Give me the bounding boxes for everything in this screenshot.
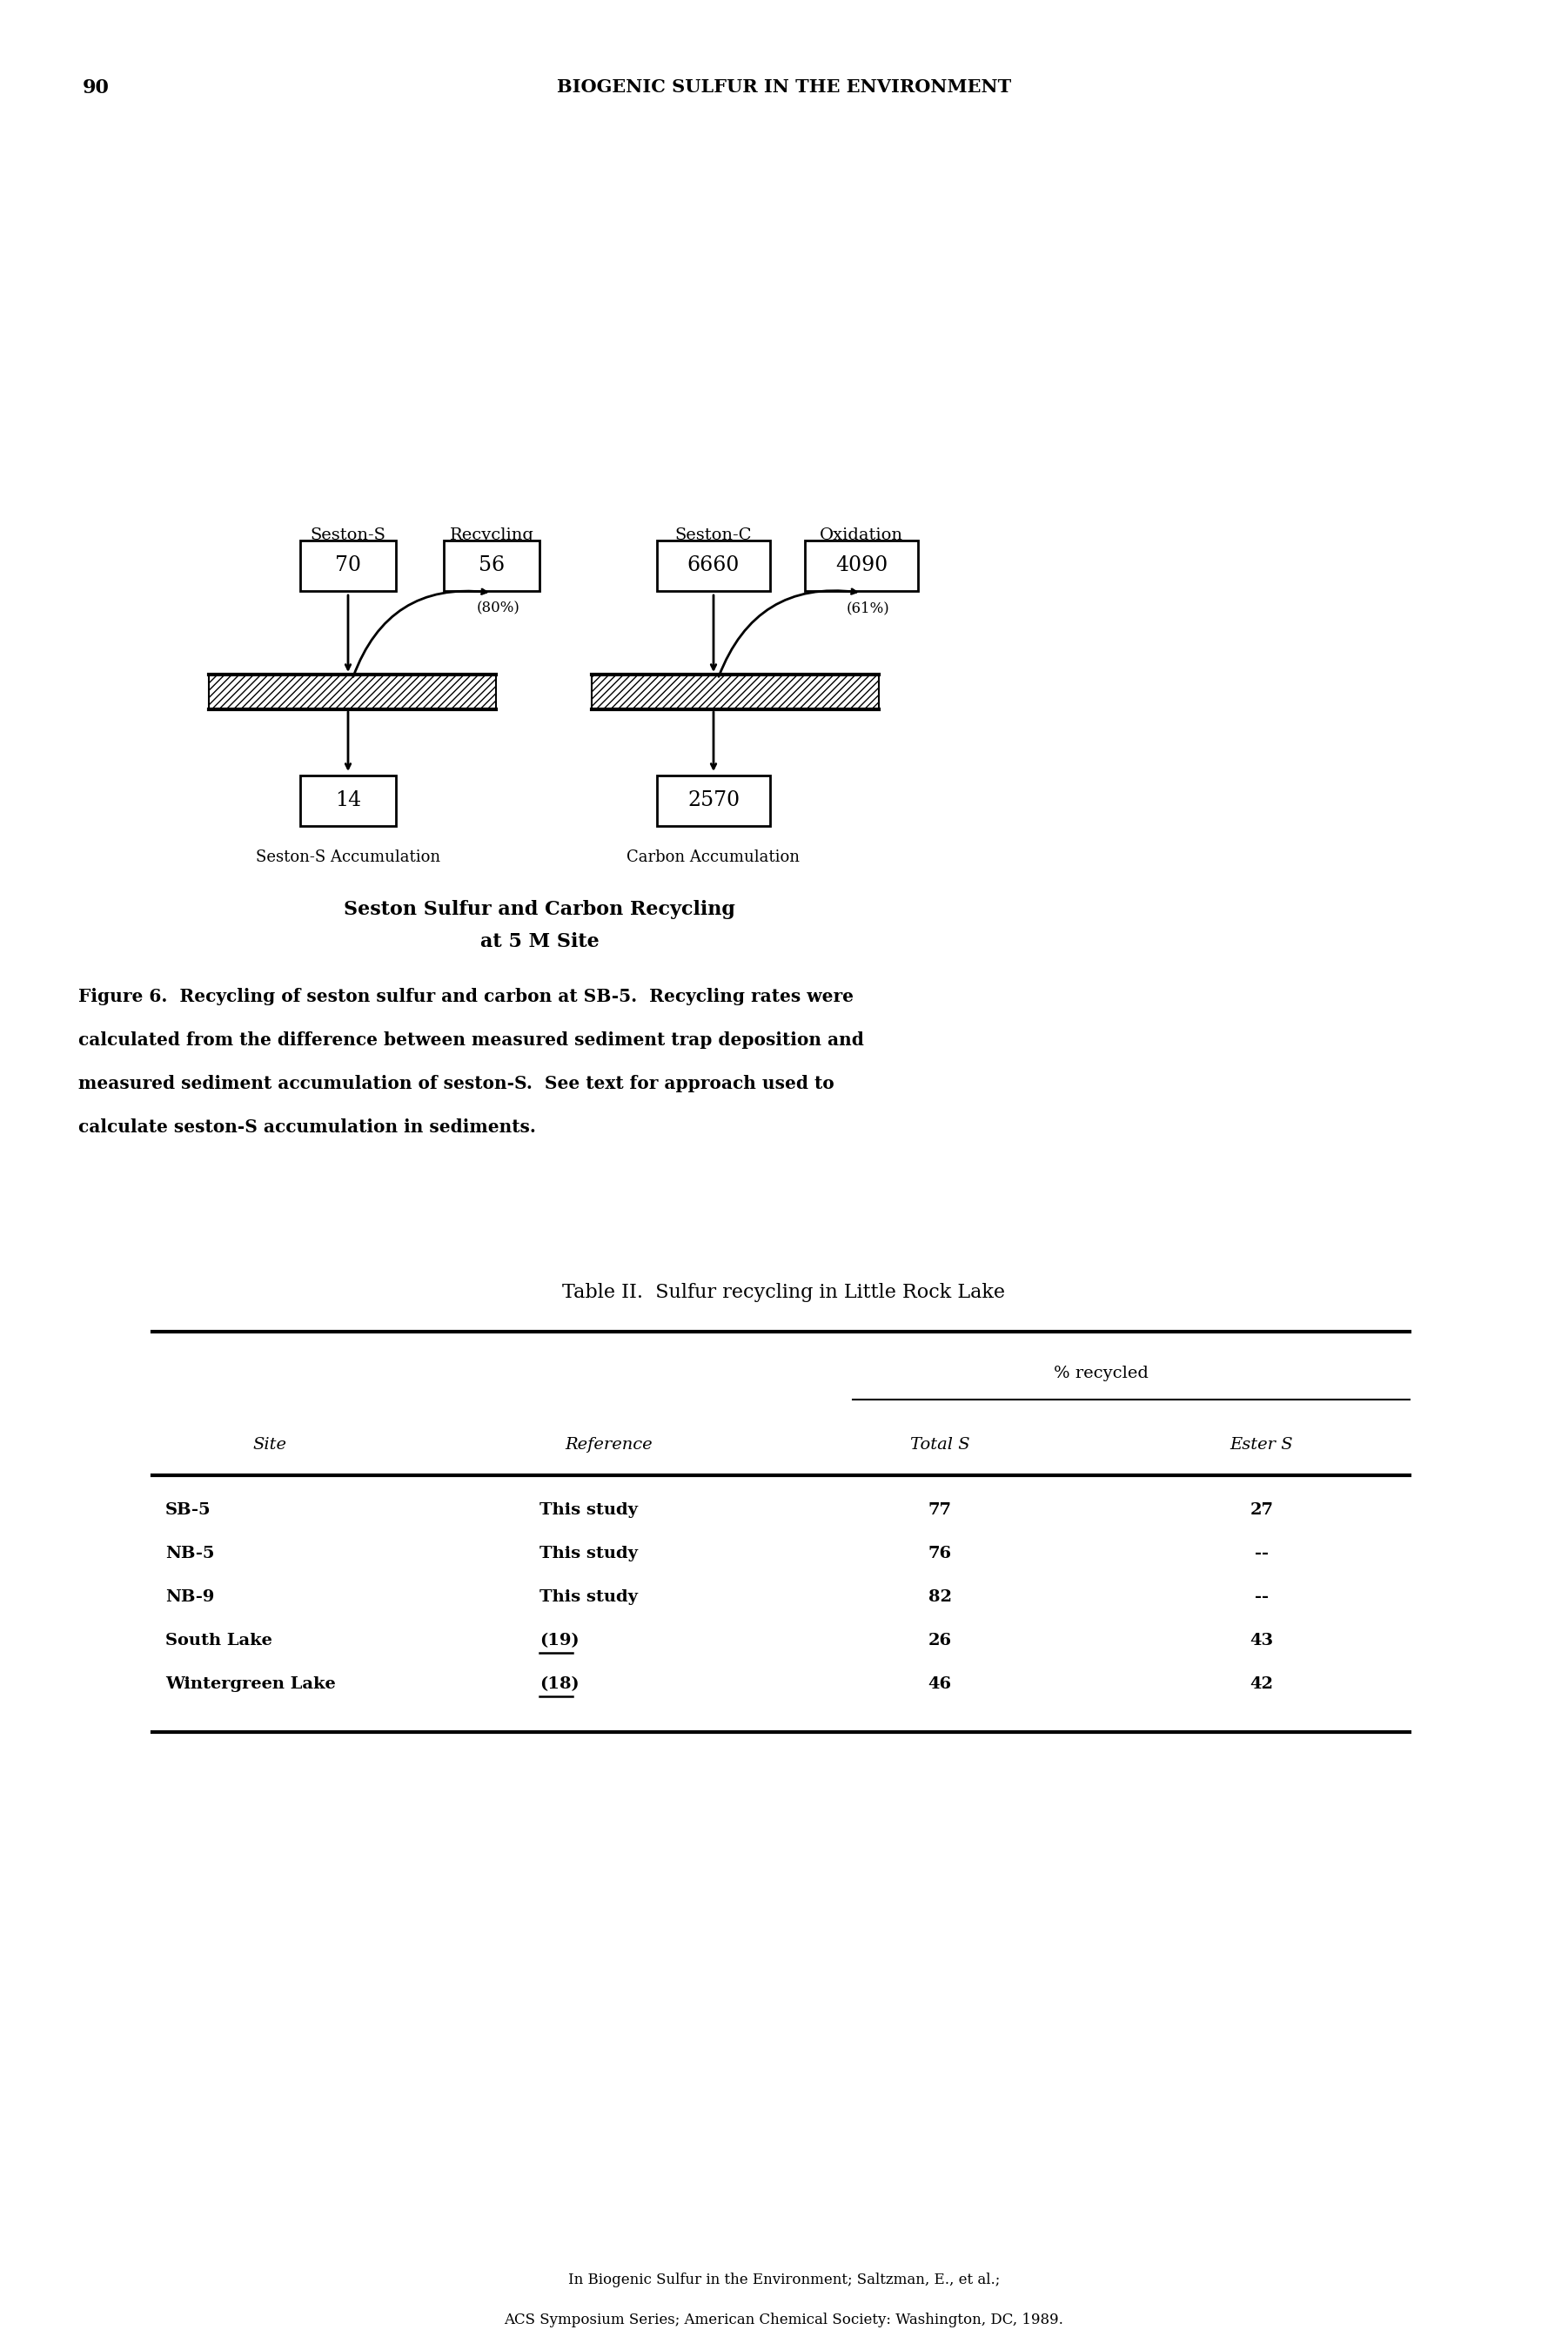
FancyBboxPatch shape [444,540,539,590]
Text: Reference: Reference [566,1436,652,1452]
Text: SB-5: SB-5 [165,1502,212,1518]
Text: 6660: 6660 [687,555,740,576]
Text: (19): (19) [539,1633,579,1647]
Text: ACS Symposium Series; American Chemical Society: Washington, DC, 1989.: ACS Symposium Series; American Chemical … [505,2312,1063,2326]
Text: Seston Sulfur and Carbon Recycling: Seston Sulfur and Carbon Recycling [343,900,735,919]
Text: 90: 90 [83,78,110,96]
Text: Seston-C: Seston-C [674,526,753,543]
Text: Recycling: Recycling [450,526,533,543]
Text: 82: 82 [928,1589,952,1605]
Text: Carbon Accumulation: Carbon Accumulation [627,848,800,865]
Text: 43: 43 [1250,1633,1273,1647]
Text: Wintergreen Lake: Wintergreen Lake [165,1676,336,1692]
Text: Total S: Total S [909,1436,969,1452]
Text: 14: 14 [336,790,361,811]
Text: Figure 6.  Recycling of seston sulfur and carbon at SB-5.  Recycling rates were: Figure 6. Recycling of seston sulfur and… [78,987,853,1006]
Text: This study: This study [539,1546,638,1560]
FancyBboxPatch shape [299,540,395,590]
Text: Site: Site [252,1436,287,1452]
Bar [591,674,878,710]
Text: 77: 77 [928,1502,952,1518]
Text: 46: 46 [928,1676,952,1692]
FancyBboxPatch shape [657,540,770,590]
Text: 76: 76 [928,1546,952,1560]
FancyBboxPatch shape [657,776,770,825]
Bar [209,674,495,710]
Text: Oxidation: Oxidation [820,526,903,543]
Text: 4090: 4090 [836,555,887,576]
Text: 56: 56 [478,555,505,576]
Text: (61%): (61%) [847,602,891,616]
Text: 2570: 2570 [687,790,740,811]
Text: at 5 M Site: at 5 M Site [480,933,599,952]
Text: 70: 70 [336,555,361,576]
Text: NB-9: NB-9 [165,1589,215,1605]
Text: South Lake: South Lake [165,1633,273,1647]
Text: (80%): (80%) [477,602,521,616]
Text: Ester S: Ester S [1231,1436,1294,1452]
Text: % recycled: % recycled [1054,1365,1148,1382]
Text: This study: This study [539,1502,638,1518]
Text: calculate seston-S accumulation in sediments.: calculate seston-S accumulation in sedim… [78,1119,536,1135]
Text: In Biogenic Sulfur in the Environment; Saltzman, E., et al.;: In Biogenic Sulfur in the Environment; S… [568,2272,1000,2289]
Text: --: -- [1254,1546,1269,1560]
FancyBboxPatch shape [804,540,917,590]
Text: --: -- [1254,1589,1269,1605]
Text: 26: 26 [928,1633,952,1647]
Text: calculated from the difference between measured sediment trap deposition and: calculated from the difference between m… [78,1032,864,1048]
Text: NB-5: NB-5 [165,1546,215,1560]
Text: measured sediment accumulation of seston-S.  See text for approach used to: measured sediment accumulation of seston… [78,1074,834,1093]
Text: Seston-S Accumulation: Seston-S Accumulation [256,848,441,865]
Text: This study: This study [539,1589,638,1605]
Text: 27: 27 [1250,1502,1273,1518]
Text: 42: 42 [1250,1676,1273,1692]
Text: Seston-S: Seston-S [310,526,386,543]
Text: Table II.  Sulfur recycling in Little Rock Lake: Table II. Sulfur recycling in Little Roc… [563,1283,1005,1302]
Text: (18): (18) [539,1676,579,1692]
Text: BIOGENIC SULFUR IN THE ENVIRONMENT: BIOGENIC SULFUR IN THE ENVIRONMENT [557,78,1011,96]
FancyBboxPatch shape [299,776,395,825]
